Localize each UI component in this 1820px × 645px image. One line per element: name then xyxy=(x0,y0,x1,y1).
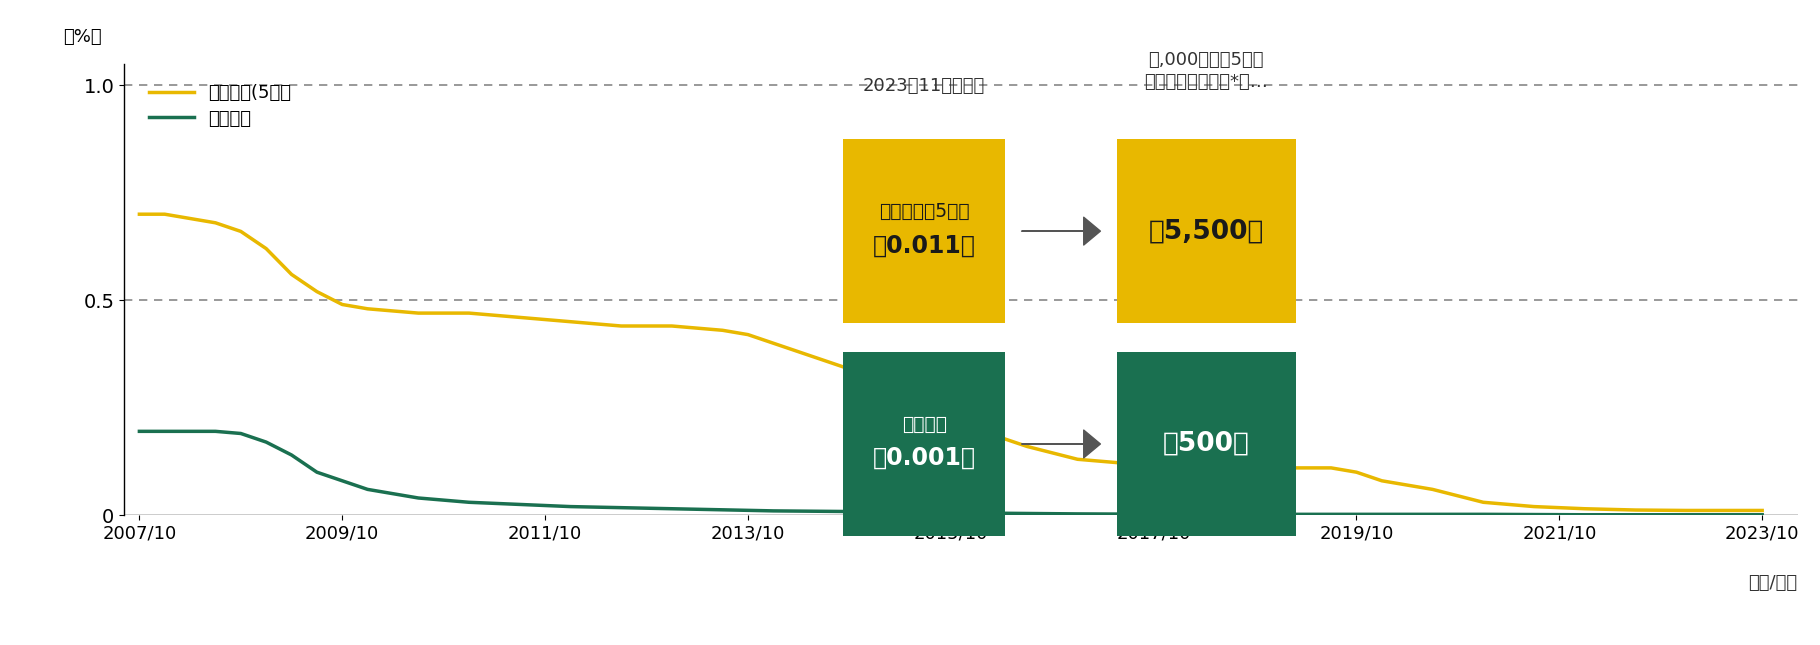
Text: 2023年11月末時点: 2023年11月末時点 xyxy=(863,77,985,95)
Text: 年0.001％: 年0.001％ xyxy=(874,446,976,470)
Legend: 定期預金(5年）, 普通預金: 定期預金(5年）, 普通預金 xyxy=(142,77,298,135)
Text: （年/月）: （年/月） xyxy=(1749,574,1798,592)
Text: 普通預金: 普通預金 xyxy=(901,415,946,434)
Text: 約500円: 約500円 xyxy=(1163,431,1250,457)
Text: １,000万円を5年間: １,000万円を5年間 xyxy=(1148,51,1265,69)
Text: 約5,500円: 約5,500円 xyxy=(1148,218,1263,244)
Text: 年0.011％: 年0.011％ xyxy=(874,233,976,257)
Text: 預けた場合、利息*は…: 預けた場合、利息*は… xyxy=(1145,74,1269,92)
Y-axis label: （%）: （%） xyxy=(64,28,102,46)
Text: 定期預金（5年）: 定期預金（5年） xyxy=(879,203,970,221)
